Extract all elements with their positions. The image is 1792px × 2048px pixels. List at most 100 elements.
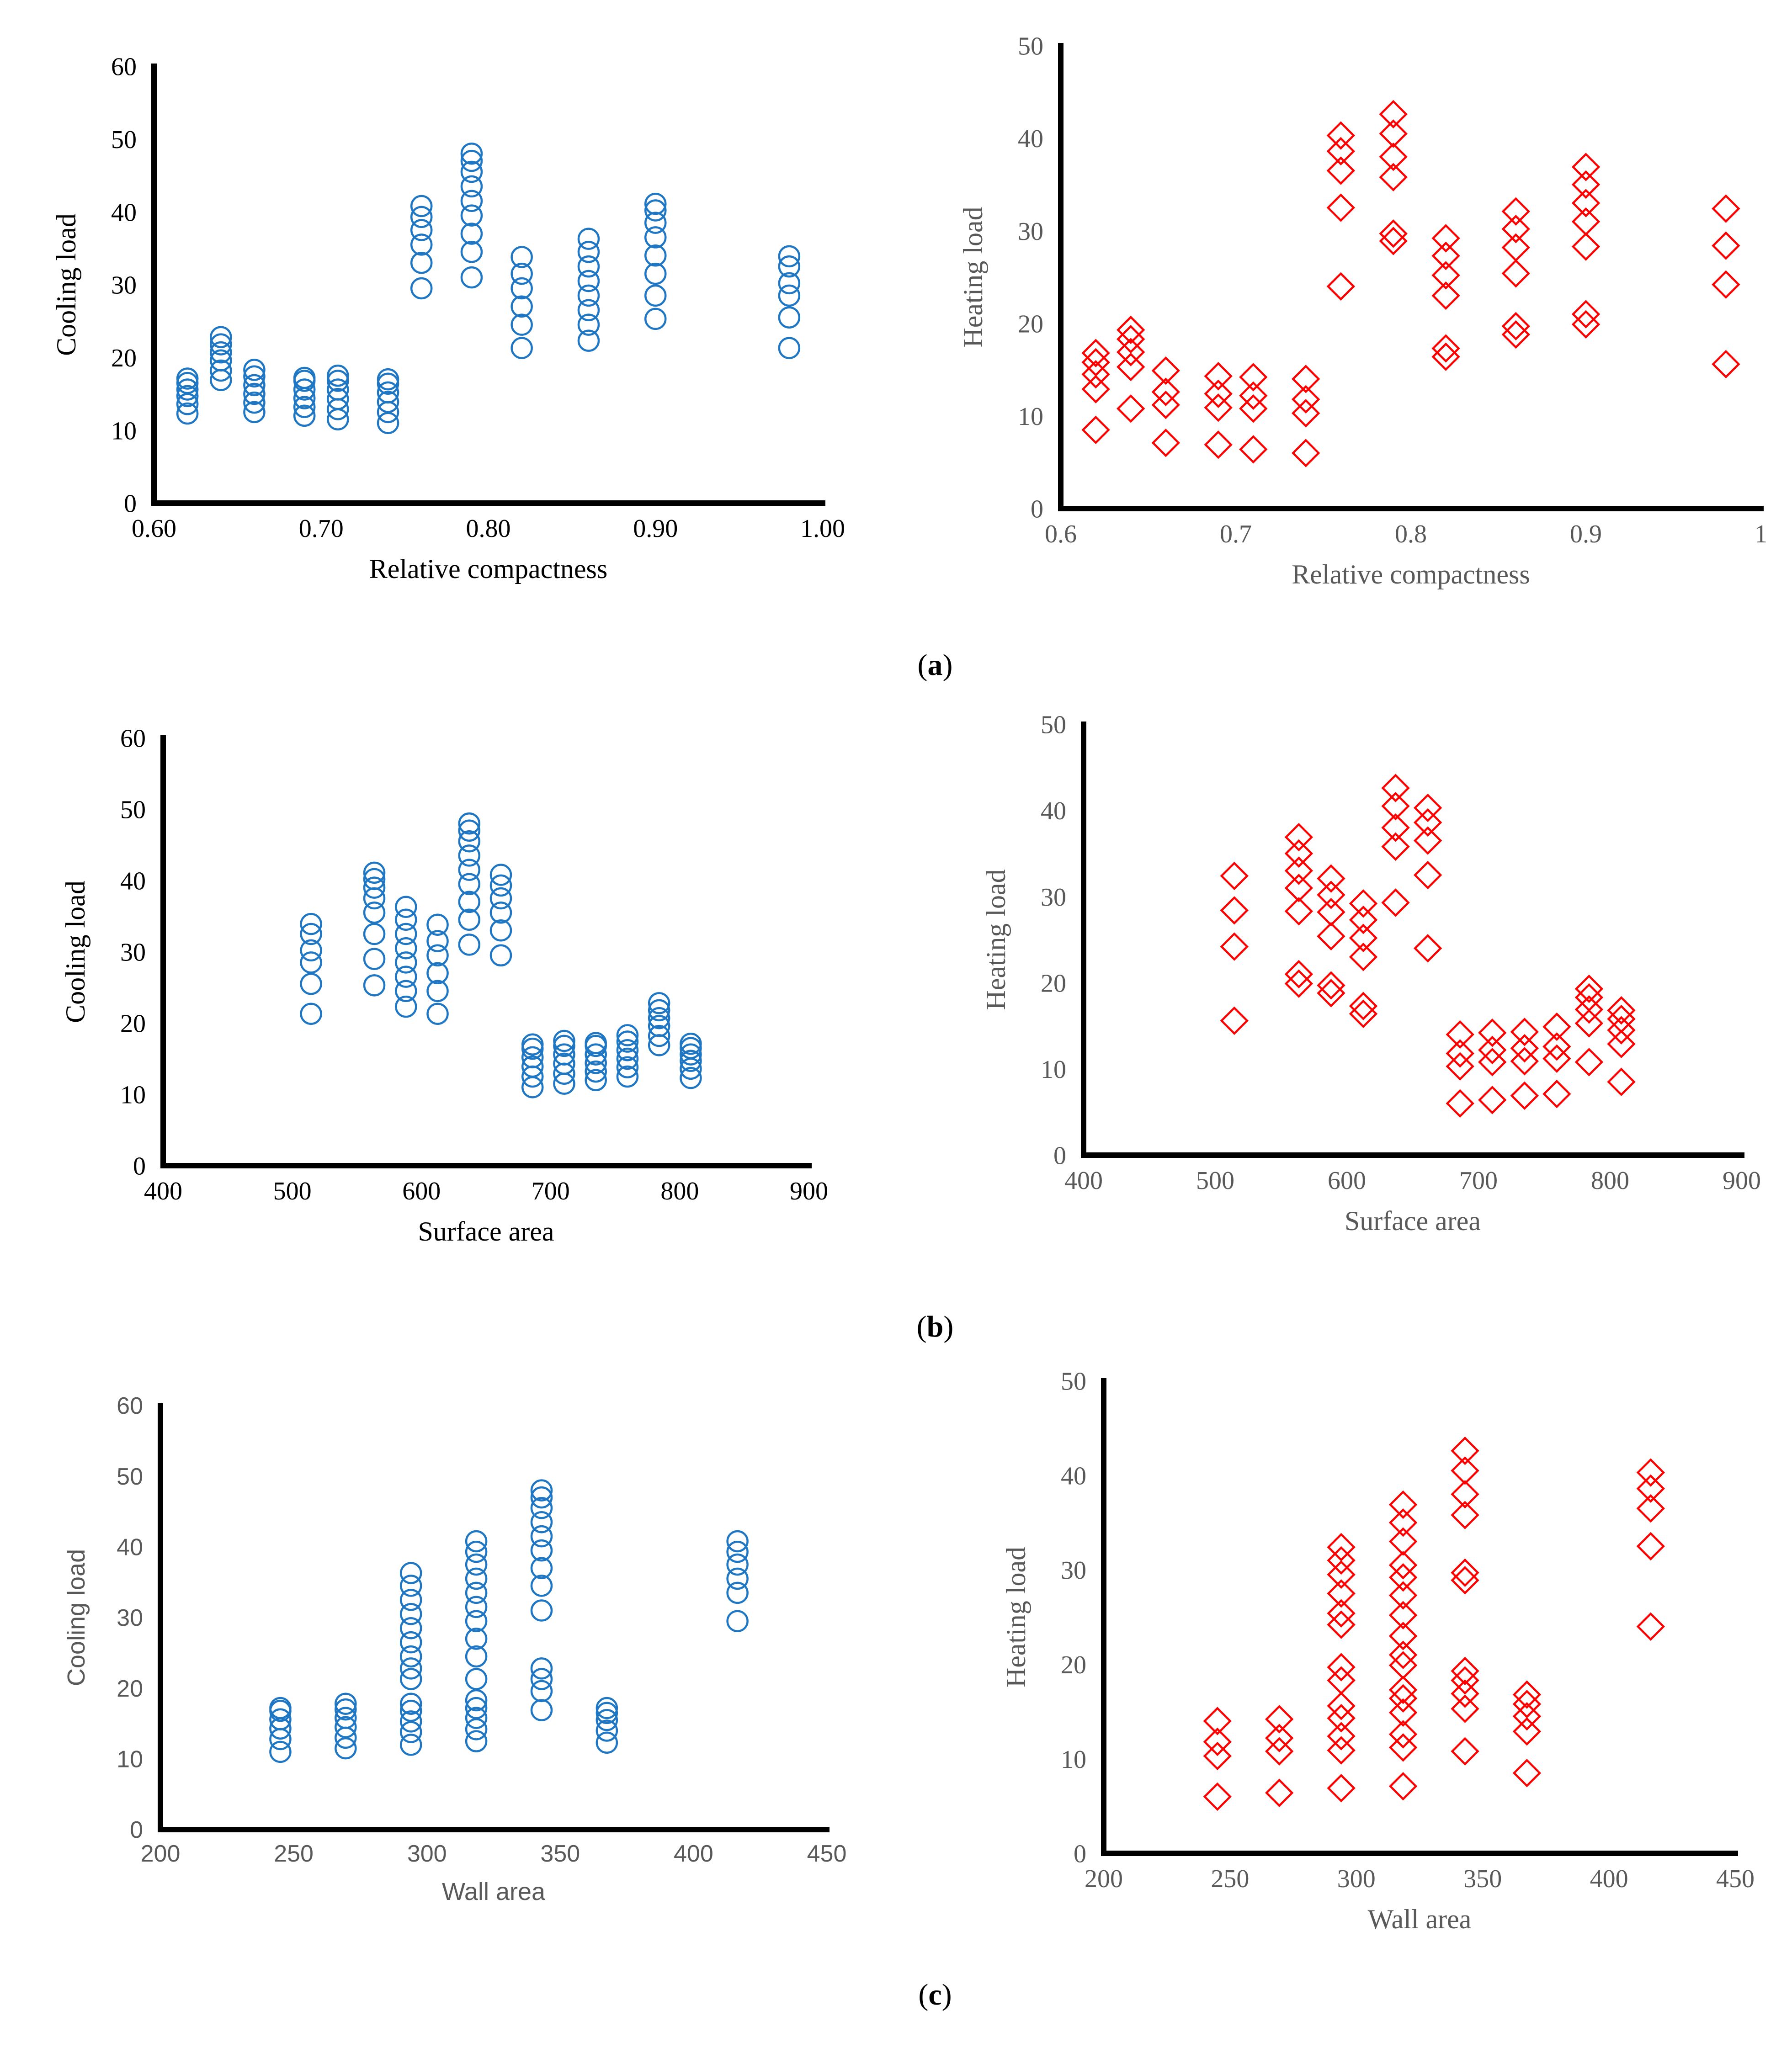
data-point xyxy=(210,333,232,355)
data-point xyxy=(680,1066,702,1089)
data-point xyxy=(644,199,667,222)
data-point xyxy=(530,1668,553,1690)
data-point xyxy=(395,995,417,1018)
data-point xyxy=(335,1737,357,1760)
data-point xyxy=(1478,1048,1507,1077)
data-point xyxy=(269,1740,292,1763)
data-point xyxy=(726,1567,749,1590)
data-point xyxy=(1607,1016,1636,1045)
data-point xyxy=(530,1575,553,1597)
data-point xyxy=(596,1697,618,1719)
data-point xyxy=(1117,315,1145,345)
data-point xyxy=(585,1069,607,1092)
data-point xyxy=(1542,1079,1571,1109)
data-point xyxy=(577,241,600,263)
x-tick-label: 0.8 xyxy=(1395,520,1427,548)
data-point xyxy=(1712,194,1740,223)
x-tick-label: 900 xyxy=(790,1177,828,1205)
axes-lines xyxy=(1058,43,1764,511)
data-point xyxy=(1510,1018,1539,1046)
data-point xyxy=(399,1603,422,1625)
y-tick-label: 40 xyxy=(1061,1462,1086,1490)
data-point xyxy=(1317,922,1345,951)
data-point xyxy=(644,244,667,267)
data-point xyxy=(1607,1029,1636,1058)
data-point xyxy=(648,999,670,1022)
data-point xyxy=(1512,1717,1542,1746)
data-point xyxy=(1571,189,1601,218)
y-tick-label: 30 xyxy=(1041,883,1066,912)
y-tick-label: 30 xyxy=(111,271,137,300)
y-tick-label: 0 xyxy=(1074,1840,1086,1868)
data-point xyxy=(363,876,386,899)
data-point xyxy=(1512,1680,1542,1709)
data-point xyxy=(1431,334,1460,363)
data-point xyxy=(1636,1612,1665,1641)
data-point xyxy=(577,313,600,336)
data-point xyxy=(1574,995,1604,1024)
data-point xyxy=(577,270,600,292)
data-point xyxy=(1327,1736,1356,1765)
data-point xyxy=(530,1557,553,1579)
data-point xyxy=(460,204,483,227)
data-point xyxy=(1542,1012,1571,1041)
data-point xyxy=(458,873,481,896)
data-point xyxy=(1317,979,1345,1008)
data-point xyxy=(530,1486,553,1509)
data-point xyxy=(460,160,483,183)
y-tick-label: 20 xyxy=(1061,1651,1086,1679)
data-point xyxy=(1388,1733,1418,1762)
data-point xyxy=(210,359,232,382)
x-axis-title: Surface area xyxy=(1345,1206,1481,1236)
data-point xyxy=(363,948,386,970)
data-point xyxy=(293,378,316,401)
data-point xyxy=(1574,1048,1604,1077)
data-point xyxy=(1388,1581,1418,1610)
data-point xyxy=(465,1668,488,1690)
data-point xyxy=(1327,1704,1356,1733)
series-a-heating xyxy=(1081,100,1740,467)
data-point xyxy=(395,896,417,918)
data-point xyxy=(395,980,417,1003)
data-point xyxy=(510,337,533,359)
data-point xyxy=(530,1479,553,1502)
data-point xyxy=(1326,156,1355,185)
y-tick-label: 0 xyxy=(133,1152,146,1181)
data-point xyxy=(616,1047,639,1070)
data-point xyxy=(458,859,481,881)
data-point xyxy=(648,1024,670,1047)
data-point xyxy=(363,974,386,997)
data-point xyxy=(460,190,483,212)
data-point xyxy=(327,370,349,392)
data-point xyxy=(395,923,417,945)
x-tick-label: 700 xyxy=(532,1177,570,1205)
data-point xyxy=(1203,1727,1232,1756)
data-point xyxy=(377,368,399,391)
data-point xyxy=(1326,137,1355,166)
data-point xyxy=(530,1680,553,1703)
data-point xyxy=(395,966,417,988)
data-point xyxy=(1451,1456,1479,1485)
data-point xyxy=(1349,923,1378,952)
data-point xyxy=(176,385,199,408)
data-point xyxy=(458,844,481,867)
data-point xyxy=(680,1043,702,1066)
series-c-cooling xyxy=(269,1479,749,1763)
data-point xyxy=(460,175,483,198)
data-point xyxy=(335,1698,357,1721)
data-point xyxy=(1326,272,1355,301)
data-point xyxy=(410,219,433,241)
data-point xyxy=(460,142,483,165)
data-point xyxy=(243,374,266,397)
y-tick-label: 20 xyxy=(120,1010,146,1038)
x-tick-label: 0.7 xyxy=(1220,520,1252,548)
data-point xyxy=(335,1707,357,1729)
data-point xyxy=(1451,1436,1479,1465)
data-point xyxy=(1510,1081,1539,1110)
x-tick-label: 400 xyxy=(674,1841,713,1867)
data-point xyxy=(1510,1047,1539,1076)
data-point xyxy=(1388,1601,1418,1630)
x-tick-label: 900 xyxy=(1723,1167,1761,1195)
data-point xyxy=(1327,1666,1356,1695)
